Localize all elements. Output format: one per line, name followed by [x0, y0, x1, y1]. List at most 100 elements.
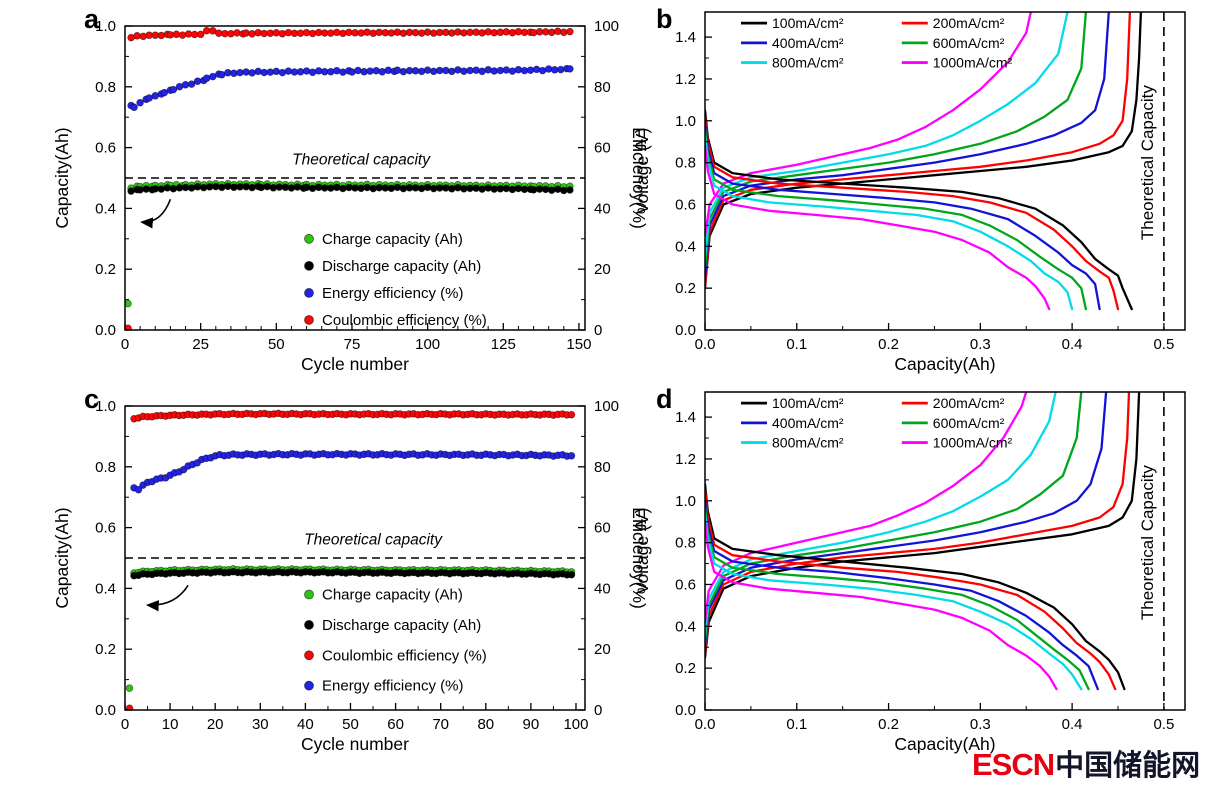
svg-text:0.5: 0.5	[1153, 336, 1174, 353]
chart-panel-d-voltage-capacity: Theoretical Capacity 0.0 0.1 0.2 0.3 0.4 0.5 0.…	[632, 391, 1186, 754]
svg-text:40: 40	[297, 716, 314, 733]
svg-text:Discharge capacity (Ah): Discharge capacity (Ah)	[322, 617, 481, 634]
svg-text:0.4: 0.4	[675, 618, 696, 635]
svg-text:600mA/cm²: 600mA/cm²	[933, 415, 1005, 431]
svg-text:Charge capacity (Ah): Charge capacity (Ah)	[322, 586, 463, 603]
svg-text:50: 50	[268, 336, 285, 353]
svg-text:Discharge capacity (Ah): Discharge capacity (Ah)	[322, 258, 481, 275]
svg-text:Voltage (V): Voltage (V)	[632, 128, 652, 215]
svg-text:0: 0	[121, 716, 129, 733]
svg-text:100: 100	[594, 398, 619, 415]
svg-text:0.3: 0.3	[970, 336, 991, 353]
svg-text:0.2: 0.2	[95, 641, 116, 658]
svg-text:Theoretical Capacity: Theoretical Capacity	[1138, 465, 1157, 620]
svg-text:20: 20	[594, 641, 611, 658]
svg-text:1.0: 1.0	[675, 113, 696, 130]
svg-text:0.4: 0.4	[675, 238, 696, 255]
svg-text:0.6: 0.6	[95, 520, 116, 537]
svg-text:Efficiency(%): Efficiency(%)	[629, 127, 649, 229]
svg-text:1000mA/cm²: 1000mA/cm²	[933, 55, 1013, 71]
svg-text:Cycle number: Cycle number	[301, 734, 409, 754]
svg-text:0.8: 0.8	[95, 459, 116, 476]
svg-text:0.1: 0.1	[786, 716, 807, 733]
svg-text:0.0: 0.0	[695, 336, 716, 353]
svg-text:Capacity(Ah): Capacity(Ah)	[894, 734, 995, 754]
svg-text:0.2: 0.2	[95, 261, 116, 278]
svg-text:600mA/cm²: 600mA/cm²	[933, 35, 1005, 51]
svg-text:0.2: 0.2	[878, 336, 899, 353]
svg-text:1.2: 1.2	[675, 71, 696, 88]
svg-text:20: 20	[207, 716, 224, 733]
svg-text:0.0: 0.0	[95, 702, 116, 719]
svg-text:1.0: 1.0	[95, 18, 116, 35]
svg-text:100mA/cm²: 100mA/cm²	[772, 15, 844, 31]
panel-label-d: d	[656, 384, 673, 414]
svg-text:1.2: 1.2	[675, 451, 696, 468]
svg-text:10: 10	[162, 716, 179, 733]
svg-text:0: 0	[121, 336, 129, 353]
escn-logo-latin: ESCN	[972, 747, 1055, 782]
svg-text:80: 80	[477, 716, 494, 733]
svg-text:1.4: 1.4	[675, 29, 696, 46]
svg-text:25: 25	[192, 336, 209, 353]
svg-text:Theoretical Capacity: Theoretical Capacity	[1138, 85, 1157, 240]
svg-text:Energy efficiency (%): Energy efficiency (%)	[322, 285, 463, 302]
escn-logo-chinese: 中国储能网	[1055, 750, 1201, 782]
svg-text:400mA/cm²: 400mA/cm²	[772, 35, 844, 51]
svg-text:0.0: 0.0	[95, 322, 116, 339]
svg-text:1.0: 1.0	[95, 398, 116, 415]
svg-text:0.0: 0.0	[675, 702, 696, 719]
svg-text:Theoretical capacity: Theoretical capacity	[292, 151, 431, 168]
escn-logo: ESCN 中国储能网	[972, 742, 1200, 784]
svg-text:90: 90	[523, 716, 540, 733]
panel-label-c: c	[84, 384, 100, 414]
svg-text:800mA/cm²: 800mA/cm²	[772, 55, 844, 71]
svg-text:Voltage (V): Voltage (V)	[632, 508, 652, 595]
svg-text:0.1: 0.1	[786, 336, 807, 353]
svg-text:20: 20	[594, 261, 611, 278]
svg-text:Capacity(Ah): Capacity(Ah)	[894, 354, 995, 374]
svg-text:Efficiency(%): Efficiency(%)	[629, 507, 649, 609]
svg-text:Capacity(Ah): Capacity(Ah)	[52, 127, 72, 228]
svg-text:150: 150	[566, 336, 591, 353]
svg-text:100mA/cm²: 100mA/cm²	[772, 395, 844, 411]
svg-text:1.4: 1.4	[675, 409, 696, 426]
svg-text:80: 80	[594, 459, 611, 476]
svg-text:0.2: 0.2	[878, 716, 899, 733]
svg-text:400mA/cm²: 400mA/cm²	[772, 415, 844, 431]
svg-text:30: 30	[252, 716, 269, 733]
svg-text:100: 100	[415, 336, 440, 353]
svg-text:Charge capacity (Ah): Charge capacity (Ah)	[322, 231, 463, 248]
svg-text:Capacity(Ah): Capacity(Ah)	[52, 507, 72, 608]
panel-label-b: b	[656, 4, 673, 34]
svg-text:0.4: 0.4	[95, 200, 116, 217]
svg-text:100: 100	[594, 18, 619, 35]
svg-text:0.0: 0.0	[675, 322, 696, 339]
chart-panel-a-cycling: Theoretical capacity 0 25 50 75 100 125 150 0.0 0…	[52, 18, 649, 374]
svg-text:75: 75	[344, 336, 361, 353]
chart-panel-c-cycling: Theoretical capacity 0 10 20 30 40 50 60 70 80 90 1…	[52, 398, 649, 754]
svg-text:50: 50	[342, 716, 359, 733]
svg-text:0.6: 0.6	[675, 576, 696, 593]
svg-text:0.3: 0.3	[970, 716, 991, 733]
svg-text:Theoretical capacity: Theoretical capacity	[304, 531, 443, 548]
svg-text:0.5: 0.5	[1153, 716, 1174, 733]
svg-text:40: 40	[594, 580, 611, 597]
svg-text:Coulombic efficiency (%): Coulombic efficiency (%)	[322, 312, 487, 329]
svg-text:Energy efficiency (%): Energy efficiency (%)	[322, 678, 463, 695]
panel-label-a: a	[84, 4, 100, 34]
svg-text:1.0: 1.0	[675, 493, 696, 510]
svg-text:200mA/cm²: 200mA/cm²	[933, 395, 1005, 411]
svg-text:125: 125	[491, 336, 516, 353]
svg-text:0.6: 0.6	[95, 140, 116, 157]
svg-text:0.2: 0.2	[675, 660, 696, 677]
svg-text:0.6: 0.6	[675, 196, 696, 213]
svg-text:0.8: 0.8	[675, 535, 696, 552]
svg-text:80: 80	[594, 79, 611, 96]
svg-text:0: 0	[594, 322, 602, 339]
svg-text:0.8: 0.8	[95, 79, 116, 96]
svg-text:0.4: 0.4	[95, 580, 116, 597]
svg-text:0.2: 0.2	[675, 280, 696, 297]
svg-text:200mA/cm²: 200mA/cm²	[933, 15, 1005, 31]
